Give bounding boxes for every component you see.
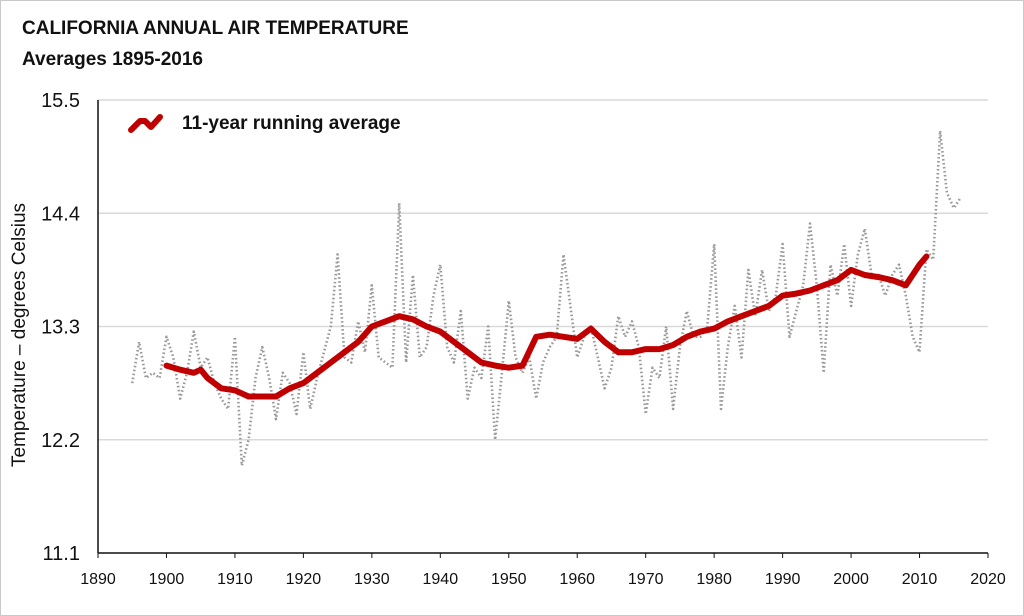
x-tick-label: 1950 — [491, 571, 527, 588]
y-tick-label: 15.5 — [41, 90, 80, 112]
y-tick-labels: 11.1 12.2 13.3 14.4 15.5 — [41, 90, 80, 565]
legend: 11-year running average — [128, 113, 401, 134]
chart-subtitle: Averages 1895-2016 — [22, 49, 203, 70]
x-tick-label: 1970 — [628, 571, 664, 588]
x-tick-label: 1910 — [217, 571, 253, 588]
x-tick-label: 1980 — [696, 571, 732, 588]
y-tick-label: 12.2 — [41, 430, 80, 452]
x-tick-label: 1930 — [354, 571, 390, 588]
x-tick-label: 1960 — [559, 571, 595, 588]
y-axis-label: Temperature – degrees Celsius — [9, 203, 30, 467]
y-tick-label: 11.1 — [43, 543, 80, 565]
y-tick-label: 14.4 — [41, 203, 80, 225]
series-running-average-line — [163, 253, 930, 400]
x-tick-label: 2010 — [902, 571, 938, 588]
x-tick-labels: 1890 1900 1910 1920 1930 1940 1950 1960 1970 1980… — [80, 553, 1006, 588]
x-tick-label: 1940 — [423, 571, 459, 588]
x-tick-label: 2020 — [970, 571, 1006, 588]
series-group — [130, 129, 962, 467]
series-annual-line — [130, 129, 962, 467]
x-tick-label: 1890 — [80, 571, 116, 588]
x-tick-label: 1990 — [765, 571, 801, 588]
x-tick-label: 2000 — [833, 571, 869, 588]
legend-swatch — [128, 114, 163, 133]
chart-title: CALIFORNIA ANNUAL AIR TEMPERATURE — [22, 18, 409, 39]
x-tick-label: 1900 — [149, 571, 185, 588]
y-tick-label: 13.3 — [41, 317, 80, 339]
x-tick-label: 1920 — [286, 571, 322, 588]
legend-label: 11-year running average — [182, 113, 401, 134]
gridlines — [98, 99, 988, 441]
